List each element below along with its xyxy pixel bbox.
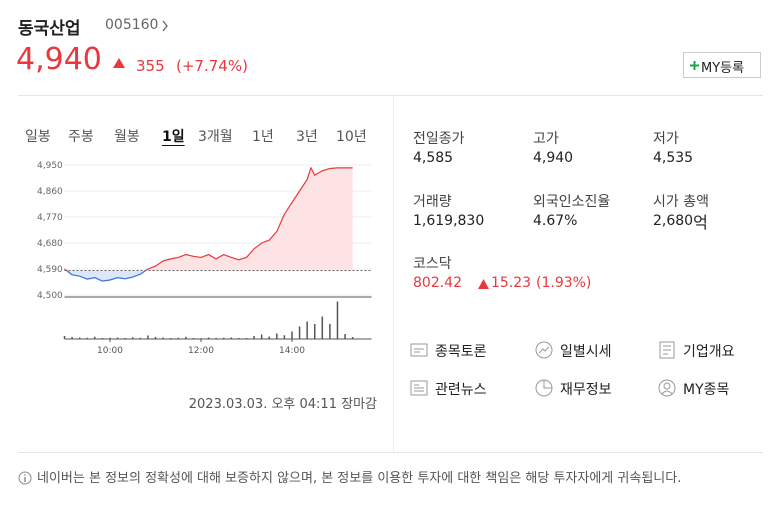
- chart: 4,950 4,860 4,770 4,680 4,590 4,500 10:00 12:00…: [37, 161, 372, 356]
- volume-bar: [139, 337, 142, 339]
- volume-bar: [177, 337, 179, 339]
- stat-value: 4,940: [533, 150, 574, 166]
- link-icon: [659, 341, 675, 359]
- volume-bar: [71, 337, 73, 339]
- volume-bar: [86, 337, 88, 339]
- period-tab[interactable]: 1일: [162, 129, 185, 145]
- period-tab[interactable]: 10년: [336, 129, 367, 145]
- timestamp: 2023.03.03. 오후 04:11 장마감: [188, 397, 377, 412]
- stat-value: 1,619,830: [413, 213, 485, 229]
- index-name: 코스닥: [413, 256, 452, 272]
- volume-bar: [321, 316, 324, 339]
- period-tab[interactable]: 3개월: [198, 129, 233, 145]
- price-line-down: [65, 270, 147, 282]
- up-arrow: [113, 58, 125, 68]
- link-icon: [658, 379, 676, 397]
- stat-value: 2,680: [653, 213, 694, 229]
- y-tick-label: 4,590: [37, 265, 63, 275]
- link[interactable]: 관련뉴스: [435, 382, 487, 398]
- area-up: [64, 167, 353, 271]
- volume-bar: [336, 301, 339, 339]
- index-change: 15.23: [491, 275, 532, 291]
- period-tab[interactable]: 1년: [252, 129, 274, 145]
- link[interactable]: 기업개요: [683, 344, 735, 360]
- stat-label: 거래량: [413, 194, 452, 210]
- x-tick-label: 12:00: [188, 346, 214, 356]
- x-tick-label: 14:00: [279, 346, 305, 356]
- link-icon: [535, 341, 553, 359]
- y-tick-label: 4,950: [37, 161, 63, 171]
- volume-bar: [131, 337, 134, 339]
- volume-bar: [329, 324, 331, 339]
- y-tick-label: 4,860: [37, 187, 63, 197]
- change-rate: (+7.74%): [176, 57, 248, 75]
- stat-value: 4,585: [413, 150, 454, 166]
- change: 355: [136, 57, 165, 75]
- volume-bar: [276, 333, 278, 339]
- stat-label: 고가: [533, 131, 559, 147]
- price-line-up: [64, 166, 353, 271]
- link-icon: [410, 380, 428, 396]
- volume-bar: [298, 326, 301, 339]
- volume-bar: [147, 335, 149, 339]
- divider: [18, 452, 763, 453]
- volume-bar: [268, 336, 270, 339]
- volume-bar: [207, 337, 210, 339]
- stat-label: 외국인소진율: [533, 194, 611, 210]
- volume-bar: [116, 337, 119, 339]
- link[interactable]: MY종목: [683, 382, 730, 398]
- my-button[interactable]: MY등록: [683, 52, 761, 78]
- volume-bar: [185, 336, 187, 339]
- volume-bar: [291, 331, 293, 339]
- my-button-label: MY등록: [701, 61, 745, 76]
- stat-label: 저가: [653, 131, 679, 147]
- volume-bar: [222, 337, 225, 339]
- index-rate: (1.93%): [536, 275, 592, 291]
- link[interactable]: 종목토론: [435, 344, 487, 360]
- y-tick-label: 4,680: [37, 239, 63, 249]
- volume-bar: [78, 337, 81, 339]
- volume-bar: [109, 337, 111, 339]
- divider: [18, 95, 763, 96]
- volume-bar: [313, 324, 316, 339]
- plus-icon: [690, 61, 699, 70]
- chevron: [162, 20, 168, 32]
- up-arrow: [478, 279, 489, 289]
- notice: 네이버는 본 정보의 정확성에 대해 보증하지 않으며, 본 정보를 이용한 투…: [37, 471, 682, 486]
- volume-bar: [162, 337, 164, 339]
- stat-value: 4.67%: [533, 213, 578, 229]
- volume-bar: [283, 335, 286, 339]
- period-tab[interactable]: 주봉: [68, 129, 94, 145]
- volume-bar: [63, 336, 66, 339]
- volume-bar: [306, 321, 308, 339]
- link[interactable]: 일별시세: [560, 344, 612, 360]
- stat-unit: 억: [693, 213, 708, 232]
- volume-bar: [351, 337, 354, 339]
- stat-label: 전일종가: [413, 131, 465, 147]
- stat-label: 시가 총액: [653, 194, 709, 210]
- stat-value: 4,535: [653, 150, 694, 166]
- info-icon: [18, 471, 32, 485]
- divider: [393, 96, 394, 452]
- y-tick-label: 4,500: [37, 291, 63, 301]
- volume-bar: [94, 336, 96, 339]
- period-tab[interactable]: 일봉: [25, 129, 51, 145]
- volume-bar: [154, 337, 157, 339]
- volume-bar: [344, 334, 346, 339]
- stock-code[interactable]: 005160: [105, 17, 159, 33]
- link-icon: [535, 379, 553, 397]
- link[interactable]: 재무정보: [560, 382, 612, 398]
- volume-bar: [260, 334, 263, 339]
- stock-name[interactable]: 동국산업: [18, 19, 81, 39]
- price: 4,940: [16, 42, 102, 77]
- period-tab[interactable]: 월봉: [114, 129, 140, 145]
- x-tick-label: 10:00: [97, 346, 123, 356]
- index-value: 802.42: [413, 275, 462, 291]
- volume-bar: [253, 336, 255, 339]
- y-tick-label: 4,770: [37, 213, 63, 223]
- period-tab[interactable]: 3년: [296, 129, 318, 145]
- volume-bar: [230, 337, 233, 339]
- link-icon: [410, 343, 428, 357]
